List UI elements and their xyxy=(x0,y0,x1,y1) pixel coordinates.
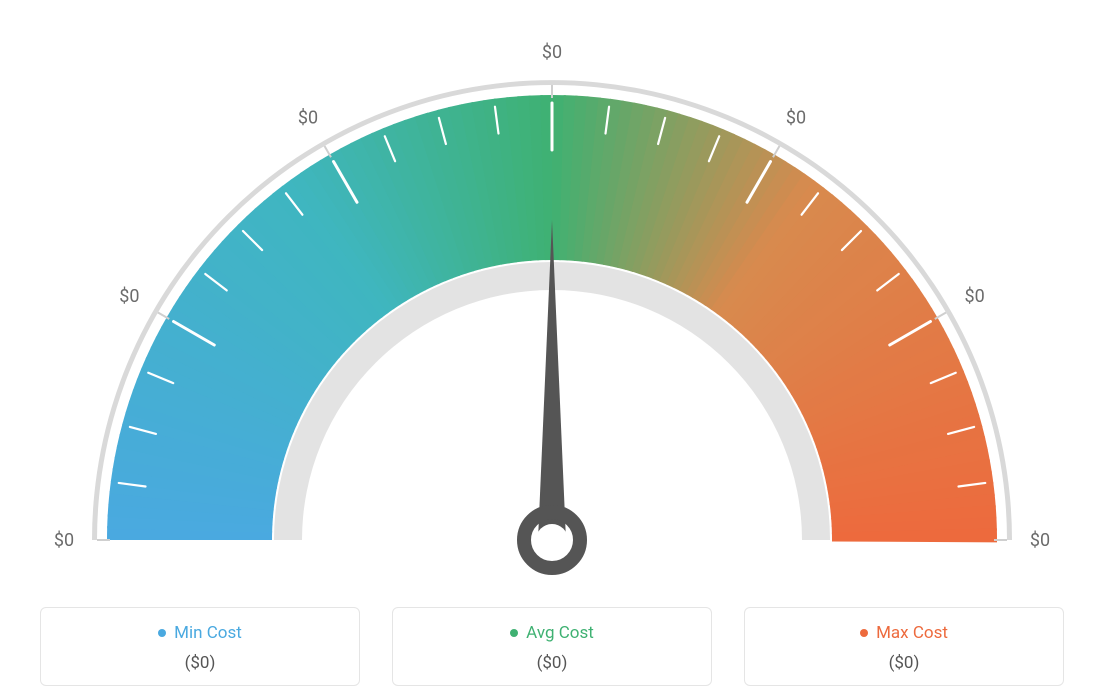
legend-row: Min Cost ($0) Avg Cost ($0) Max Cost ($0… xyxy=(0,607,1104,686)
legend-value-max: ($0) xyxy=(755,653,1053,673)
svg-text:$0: $0 xyxy=(1030,530,1050,551)
legend-card-min: Min Cost ($0) xyxy=(40,607,360,686)
svg-text:$0: $0 xyxy=(119,286,139,307)
legend-label-max: Max Cost xyxy=(876,623,948,643)
svg-text:$0: $0 xyxy=(786,107,806,128)
legend-card-max: Max Cost ($0) xyxy=(744,607,1064,686)
svg-text:$0: $0 xyxy=(298,107,318,128)
legend-dot-icon xyxy=(510,629,518,637)
svg-text:$0: $0 xyxy=(965,286,985,307)
svg-text:$0: $0 xyxy=(54,530,74,551)
legend-dot-icon xyxy=(158,629,166,637)
legend-label-min: Min Cost xyxy=(174,623,242,643)
svg-text:$0: $0 xyxy=(542,42,562,63)
legend-dot-icon xyxy=(860,629,868,637)
legend-value-min: ($0) xyxy=(51,653,349,673)
legend-label-avg: Avg Cost xyxy=(526,623,594,643)
legend-card-avg: Avg Cost ($0) xyxy=(392,607,712,686)
gauge-chart: $0 $0 $0 $0 $0 $0 $0 xyxy=(22,20,1082,580)
legend-value-avg: ($0) xyxy=(403,653,701,673)
